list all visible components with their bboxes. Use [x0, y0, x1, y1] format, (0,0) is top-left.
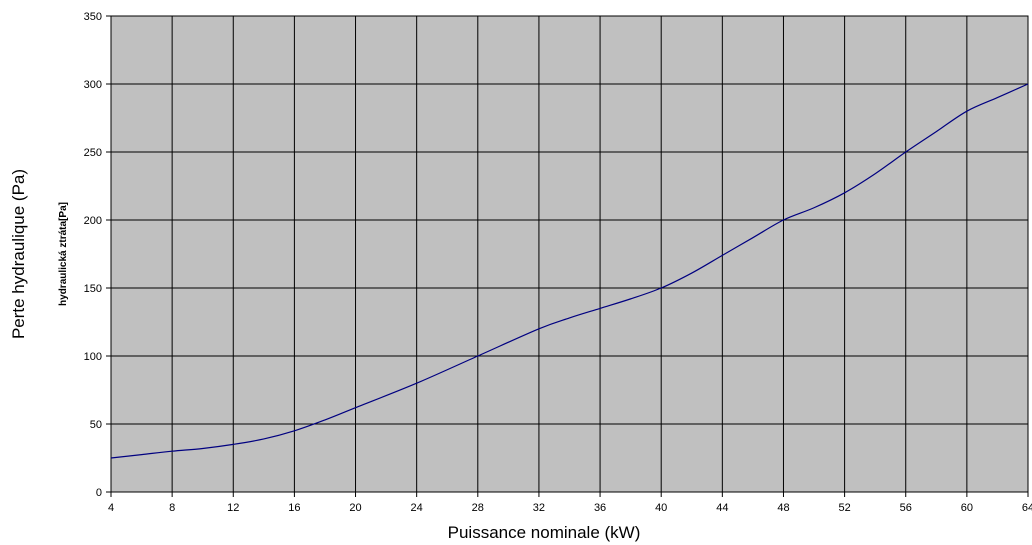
vertical-gridlines — [110, 16, 1029, 492]
x-tick-label: 32 — [533, 502, 545, 514]
x-axis-ticks: 4 8 12 16 20 24 28 32 36 40 44 48 52 56 60 64 — [108, 492, 1032, 514]
y-tick-label: 350 — [84, 11, 102, 23]
x-tick-label: 48 — [777, 502, 789, 514]
y-axis-subtitle: hydraulická ztráta[Pa] — [58, 202, 69, 306]
y-tick-label: 50 — [90, 419, 102, 431]
y-tick-label: 150 — [84, 283, 102, 295]
x-tick-label: 8 — [169, 502, 175, 514]
y-tick-label: 300 — [84, 79, 102, 91]
x-tick-label: 20 — [349, 502, 361, 514]
plot-border — [110, 15, 1029, 493]
y-axis-title: Perte hydraulique (Pa) — [9, 169, 28, 339]
x-tick-label: 52 — [838, 502, 850, 514]
x-tick-label: 44 — [716, 502, 728, 514]
x-tick-label: 56 — [900, 502, 912, 514]
x-tick-label: 4 — [108, 502, 114, 514]
series-line — [110, 83, 1029, 459]
y-tick-label: 200 — [84, 215, 102, 227]
x-tick-label: 40 — [655, 502, 667, 514]
y-tick-label: 100 — [84, 351, 102, 363]
x-tick-label: 60 — [961, 502, 973, 514]
x-tick-label: 24 — [411, 502, 423, 514]
x-tick-label: 16 — [288, 502, 300, 514]
x-tick-label: 28 — [472, 502, 484, 514]
y-axis-ticks: 0 50 100 150 200 250 300 350 — [84, 11, 111, 499]
plot-area — [111, 16, 1028, 492]
y-tick-label: 250 — [84, 147, 102, 159]
x-tick-label: 12 — [227, 502, 239, 514]
x-tick-label: 64 — [1022, 502, 1032, 514]
x-axis-title: Puissance nominale (kW) — [448, 523, 641, 542]
x-tick-label: 36 — [594, 502, 606, 514]
y-tick-label: 0 — [96, 487, 102, 499]
